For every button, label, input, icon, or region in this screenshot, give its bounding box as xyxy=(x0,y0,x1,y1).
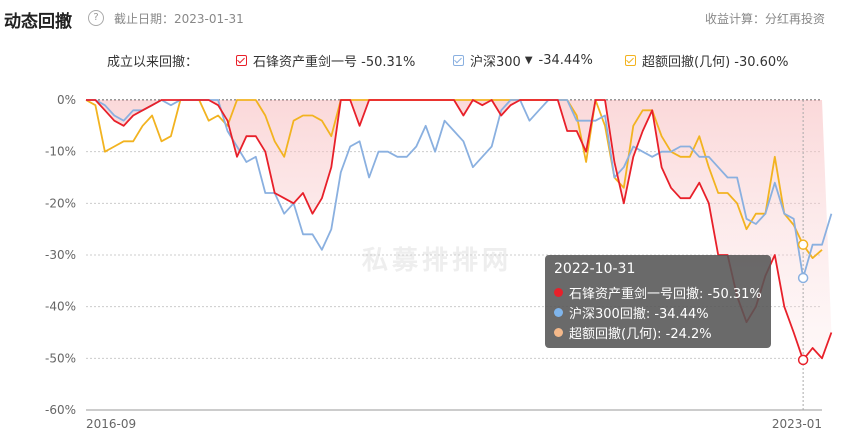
legend-value-index: -34.44% xyxy=(538,53,593,68)
legend-item-excess[interactable]: 超额回撤(几何) -30.60% xyxy=(625,51,789,70)
y-tick-label: 0% xyxy=(57,93,76,107)
dot-icon xyxy=(554,307,563,317)
y-tick-label: -40% xyxy=(45,300,76,314)
dropdown-arrow-icon[interactable]: ▼ xyxy=(524,55,533,66)
y-tick-label: -20% xyxy=(45,196,76,210)
dot-icon xyxy=(554,287,563,297)
y-tick-label: -60% xyxy=(45,403,76,417)
legend-label-fund: 石锋资产重剑一号 -50.31% xyxy=(253,55,416,70)
y-tick-label: -50% xyxy=(45,351,76,365)
legend-item-index[interactable]: 沪深300 ▼ -34.44% xyxy=(453,51,593,70)
tooltip-text-index: 沪深300回撤: -34.44% xyxy=(569,306,709,322)
tooltip: 2022-10-31 石锋资产重剑一号回撤: -50.31% 沪深300回撤: … xyxy=(545,255,771,348)
tooltip-row-excess: 超额回撤(几何): -24.2% xyxy=(554,322,762,342)
highlight-point xyxy=(797,354,809,366)
page-title: 动态回撤 xyxy=(4,12,72,32)
legend: 成立以来回撤： 石锋资产重剑一号 -50.31% 沪深300 ▼ -34.44%… xyxy=(0,51,859,71)
checkbox-icon[interactable] xyxy=(453,55,464,66)
header: 动态回撤 ? 截止日期：2023-01-31 收益计算：分红再投资 xyxy=(0,0,859,34)
help-icon[interactable]: ? xyxy=(88,10,104,26)
x-tick-label-start: 2016-09 xyxy=(86,417,136,431)
legend-item-fund[interactable]: 石锋资产重剑一号 -50.31% xyxy=(236,51,415,70)
highlight-point xyxy=(797,272,809,284)
highlight-point xyxy=(797,239,809,250)
tooltip-text-fund: 石锋资产重剑一号回撤: -50.31% xyxy=(569,286,762,302)
watermark: 私募排排网 xyxy=(362,246,513,276)
x-tick-label-end: 2023-01 xyxy=(772,417,822,431)
series-line-0 xyxy=(86,99,833,361)
fund-area xyxy=(86,100,832,360)
dot-icon xyxy=(554,327,563,337)
legend-prefix: 成立以来回撤： xyxy=(107,55,199,70)
y-tick-label: -10% xyxy=(45,145,76,159)
calc-method: 收益计算：分红再投资 xyxy=(704,12,825,26)
tooltip-date: 2022-10-31 xyxy=(554,261,636,277)
tooltip-row-index: 沪深300回撤: -34.44% xyxy=(554,302,762,322)
tooltip-row-fund: 石锋资产重剑一号回撤: -50.31% xyxy=(554,282,762,302)
checkbox-icon[interactable] xyxy=(625,55,636,66)
checkbox-icon[interactable] xyxy=(236,55,247,66)
tooltip-text-excess: 超额回撤(几何): -24.2% xyxy=(569,326,712,342)
legend-label-index: 沪深300 xyxy=(470,55,521,70)
y-tick-label: -30% xyxy=(45,248,76,262)
legend-label-excess: 超额回撤(几何) -30.60% xyxy=(642,55,789,70)
cutoff-date: 截止日期：2023-01-31 xyxy=(114,12,244,26)
